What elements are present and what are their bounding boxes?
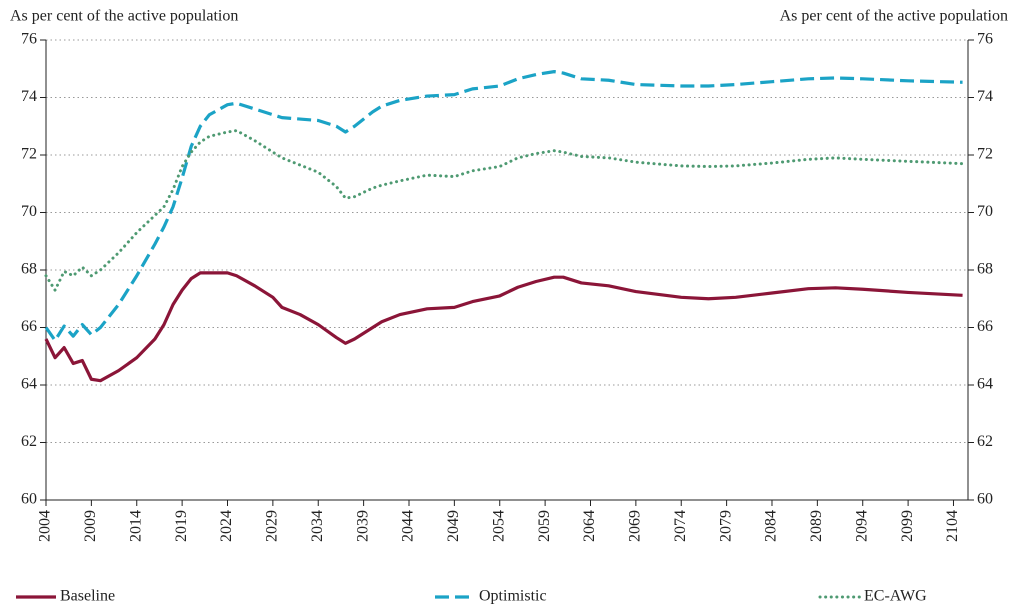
y2-tick-label: 66 — [977, 318, 993, 335]
x-tick-label: 2069 — [627, 510, 644, 542]
y-tick-label: 66 — [21, 318, 37, 335]
y-tick-label: 72 — [21, 146, 37, 163]
legend-label: Baseline — [60, 588, 115, 605]
y2-tick-label: 74 — [977, 88, 993, 105]
y2-axis-label: As per cent of the active population — [780, 8, 1008, 25]
series-line — [44, 129, 965, 292]
y-tick-label: 62 — [21, 433, 37, 450]
y-tick-label: 60 — [21, 491, 37, 508]
y2-tick-label: 76 — [977, 31, 993, 48]
x-tick-label: 2009 — [82, 510, 99, 542]
legend-label: EC-AWG — [864, 588, 927, 605]
x-tick-label: 2059 — [536, 510, 553, 542]
x-tick-label: 2019 — [173, 510, 190, 542]
x-tick-label: 2004 — [37, 510, 54, 542]
x-tick-label: 2044 — [400, 510, 417, 542]
x-tick-label: 2084 — [763, 510, 780, 542]
x-tick-label: 2034 — [309, 510, 326, 542]
x-tick-label: 2049 — [445, 510, 462, 542]
y-axis-label: As per cent of the active population — [10, 8, 238, 25]
x-tick-label: 2074 — [672, 510, 689, 542]
y-tick-label: 76 — [21, 31, 37, 48]
series-line — [44, 271, 963, 383]
y2-tick-label: 60 — [977, 491, 993, 508]
x-tick-label: 2014 — [127, 510, 144, 542]
x-tick-label: 2024 — [218, 510, 235, 542]
y2-tick-label: 70 — [977, 203, 993, 220]
y2-tick-label: 64 — [977, 376, 993, 393]
x-tick-label: 2104 — [944, 510, 961, 542]
x-tick-label: 2054 — [490, 510, 507, 542]
y-tick-label: 68 — [21, 261, 37, 278]
x-tick-label: 2099 — [899, 510, 916, 542]
legend-label: Optimistic — [479, 588, 547, 605]
x-tick-label: 2089 — [808, 510, 825, 542]
y2-tick-label: 72 — [977, 146, 993, 163]
x-tick-label: 2064 — [581, 510, 598, 542]
x-tick-label: 2039 — [354, 510, 371, 542]
x-tick-label: 2079 — [717, 510, 734, 542]
y-tick-label: 74 — [21, 88, 37, 105]
y2-tick-label: 62 — [977, 433, 993, 450]
y2-tick-label: 68 — [977, 261, 993, 278]
x-tick-label: 2094 — [853, 510, 870, 542]
x-tick-label: 2029 — [264, 510, 281, 542]
series-line — [44, 70, 963, 343]
y-tick-label: 64 — [21, 376, 37, 393]
y-tick-label: 70 — [21, 203, 37, 220]
